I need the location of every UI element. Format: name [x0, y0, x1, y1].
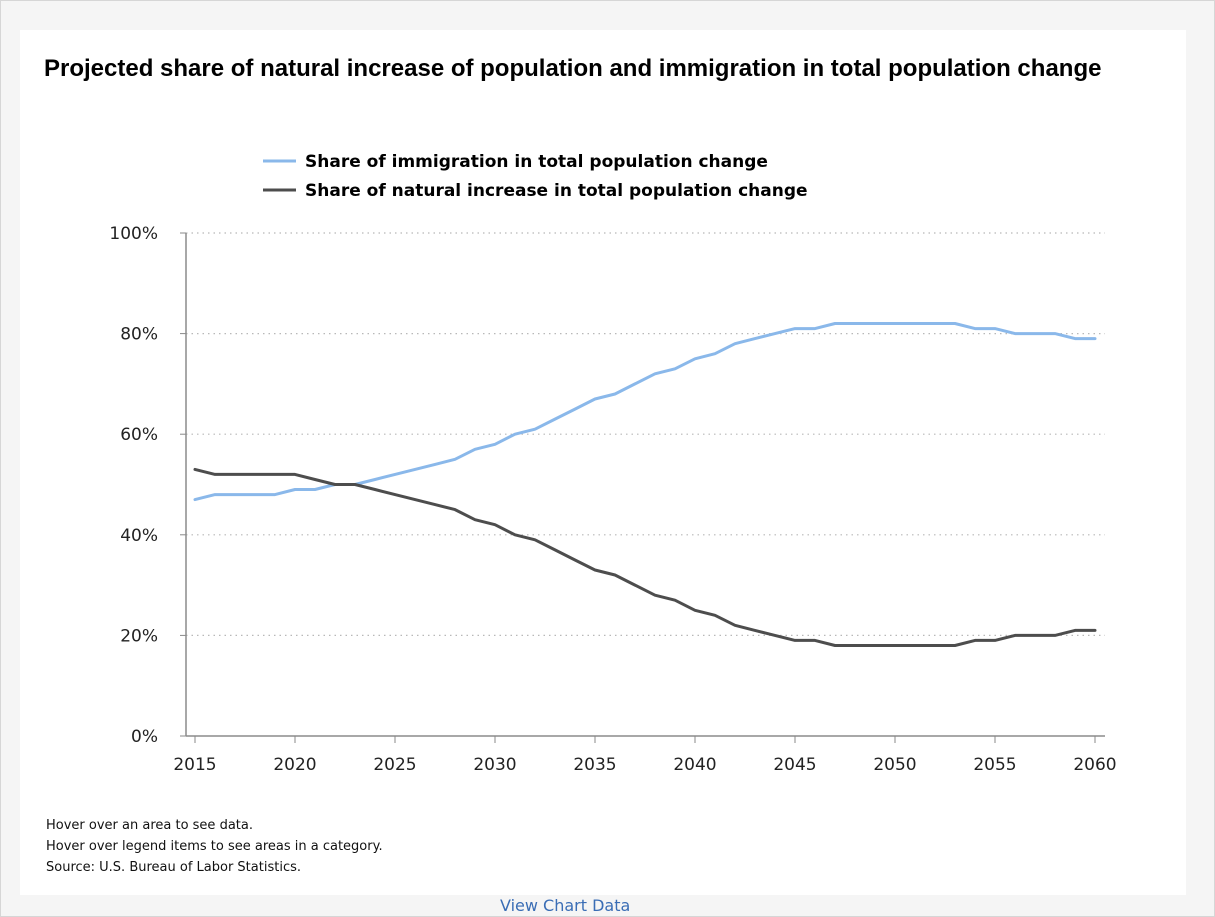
x-tick-label: 2060: [1073, 755, 1116, 775]
x-tick-label: 2040: [673, 755, 716, 775]
x-tick-label: 2020: [273, 755, 316, 775]
series-lines[interactable]: [193, 322, 1097, 647]
y-tick-label: 20%: [120, 626, 158, 646]
y-tick-label: 80%: [120, 325, 158, 345]
hover-legend-note: Hover over legend items to see areas in …: [46, 839, 383, 854]
x-tick-label: 2045: [773, 755, 816, 775]
x-tick-label: 2050: [873, 755, 916, 775]
view-chart-data-link[interactable]: View Chart Data: [500, 896, 631, 915]
axes: 0% 20% 40% 60% 80% 100% 2015 2020 2025 2030 2035 20…: [109, 224, 1116, 775]
legend-label[interactable]: Share of natural increase in total popul…: [305, 181, 808, 201]
hover-area-note: Hover over an area to see data.: [46, 818, 253, 833]
x-tick-label: 2015: [173, 755, 216, 775]
x-tick-label: 2035: [573, 755, 616, 775]
y-tick-label: 60%: [120, 425, 158, 445]
series-line-natural-increase[interactable]: [193, 467, 1097, 647]
x-tick-label: 2055: [973, 755, 1016, 775]
chart-panel: [20, 30, 1186, 895]
source-note: Source: U.S. Bureau of Labor Statistics.: [46, 860, 301, 875]
chart-title: Projected share of natural increase of p…: [44, 55, 1102, 82]
y-tick-label: 40%: [120, 526, 158, 546]
gridlines: [186, 232, 1105, 637]
y-tick-label: 100%: [109, 224, 158, 244]
y-tick-label: 0%: [131, 727, 158, 747]
x-tick-label: 2025: [373, 755, 416, 775]
series-line-immigration[interactable]: [193, 322, 1097, 502]
chart-notes: Hover over an area to see data. Hover ov…: [46, 815, 383, 878]
x-tick-label: 2030: [473, 755, 516, 775]
legend[interactable]: Share of immigration in total population…: [263, 152, 808, 201]
legend-label[interactable]: Share of immigration in total population…: [305, 152, 768, 172]
